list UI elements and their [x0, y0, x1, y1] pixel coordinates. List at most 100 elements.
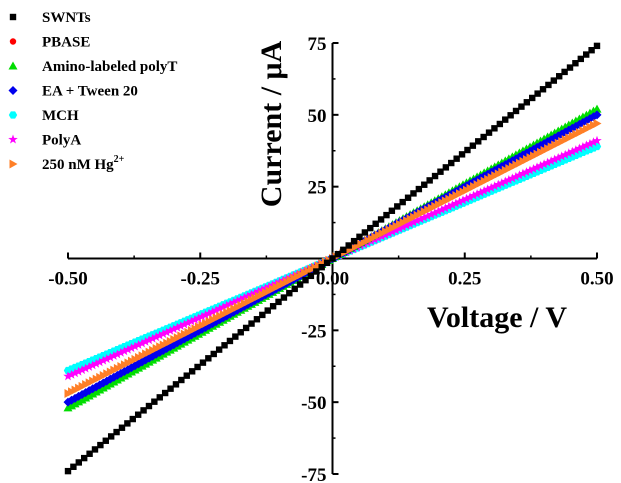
data-point [507, 173, 518, 183]
data-point [472, 189, 482, 199]
data-point [502, 116, 509, 123]
data-point [232, 295, 243, 305]
data-point [419, 212, 429, 222]
data-point [464, 146, 471, 154]
data-point [514, 170, 525, 180]
data-point [398, 222, 408, 232]
data-point [281, 273, 292, 283]
data-point [442, 164, 450, 171]
legend-label: MCH [42, 108, 79, 124]
legend-label: Amino-labeled polyT [42, 59, 177, 75]
data-point [507, 112, 514, 119]
data-point [468, 190, 479, 200]
data-point [242, 324, 250, 332]
data-point [75, 459, 82, 466]
data-point [200, 310, 211, 320]
data-point [98, 355, 109, 365]
data-point [218, 302, 228, 312]
data-point [461, 193, 472, 203]
data-point [239, 292, 250, 302]
legend-label: SWNTs [42, 10, 91, 26]
data-point [278, 275, 288, 285]
data-point [64, 467, 72, 475]
data-point [458, 151, 466, 158]
data-point [133, 339, 144, 349]
data-point [225, 299, 235, 309]
data-point [578, 141, 588, 152]
data-point [479, 185, 489, 196]
data-point [518, 168, 528, 178]
data-point [518, 103, 525, 110]
data-point [542, 157, 553, 167]
data-point [211, 305, 221, 315]
data-point [592, 135, 602, 145]
data-point [313, 268, 320, 275]
data-point [458, 195, 468, 205]
data-point [124, 420, 131, 427]
data-point [497, 178, 507, 188]
data-point [577, 55, 585, 63]
data-point [215, 346, 223, 353]
data-point [204, 308, 214, 318]
data-point [280, 294, 288, 301]
data-point [210, 350, 217, 358]
data-point [430, 207, 440, 217]
data-point [550, 77, 558, 84]
data-point [70, 463, 77, 470]
data-point [529, 94, 536, 102]
data-point [334, 250, 342, 258]
y-tick-label: 25 [308, 178, 327, 199]
data-point [66, 369, 77, 379]
data-point [585, 138, 595, 148]
data-point [156, 394, 163, 401]
y-axis-title: Current / μA [255, 40, 288, 207]
data-point [380, 229, 391, 239]
data-point [205, 355, 212, 362]
data-point [469, 142, 477, 149]
data-point [553, 152, 563, 163]
data-point [109, 350, 119, 360]
data-point [426, 177, 433, 184]
data-point [123, 365, 133, 375]
data-point [329, 255, 336, 262]
data-point [275, 298, 282, 306]
data-point [183, 372, 190, 379]
data-point [485, 129, 493, 136]
data-point [556, 151, 567, 161]
data-point [302, 276, 309, 284]
y-tick-label: -25 [301, 321, 326, 342]
data-point [267, 280, 278, 290]
data-point [77, 365, 87, 375]
data-point [404, 194, 412, 201]
legend-item: PBASE [9, 35, 90, 51]
data-point [264, 281, 274, 291]
data-point [340, 246, 347, 254]
legend: SWNTs PBASE Amino-labeled polyT EA + Tween … [8, 10, 177, 173]
data-point [475, 187, 486, 197]
data-point [593, 42, 601, 50]
x-tick-label: -0.50 [48, 269, 88, 290]
data-point [264, 307, 271, 314]
data-point [512, 107, 520, 115]
data-point [408, 217, 419, 227]
data-point [194, 363, 201, 371]
data-point [236, 294, 246, 304]
data-point [296, 281, 304, 288]
data-point [561, 68, 568, 76]
data-point [274, 277, 285, 287]
data-point [250, 288, 260, 298]
data-point [489, 181, 500, 191]
data-point [221, 342, 228, 349]
data-point [504, 174, 514, 185]
data-point [545, 81, 552, 89]
data-point [318, 263, 325, 271]
data-point [444, 201, 454, 211]
data-point [486, 182, 496, 192]
x-axis-title: Voltage / V [427, 301, 567, 334]
data-point [384, 228, 394, 238]
data-point [221, 300, 232, 310]
data-point [178, 376, 185, 384]
data-point [80, 454, 88, 462]
data-point [433, 206, 444, 216]
data-point [412, 215, 422, 225]
